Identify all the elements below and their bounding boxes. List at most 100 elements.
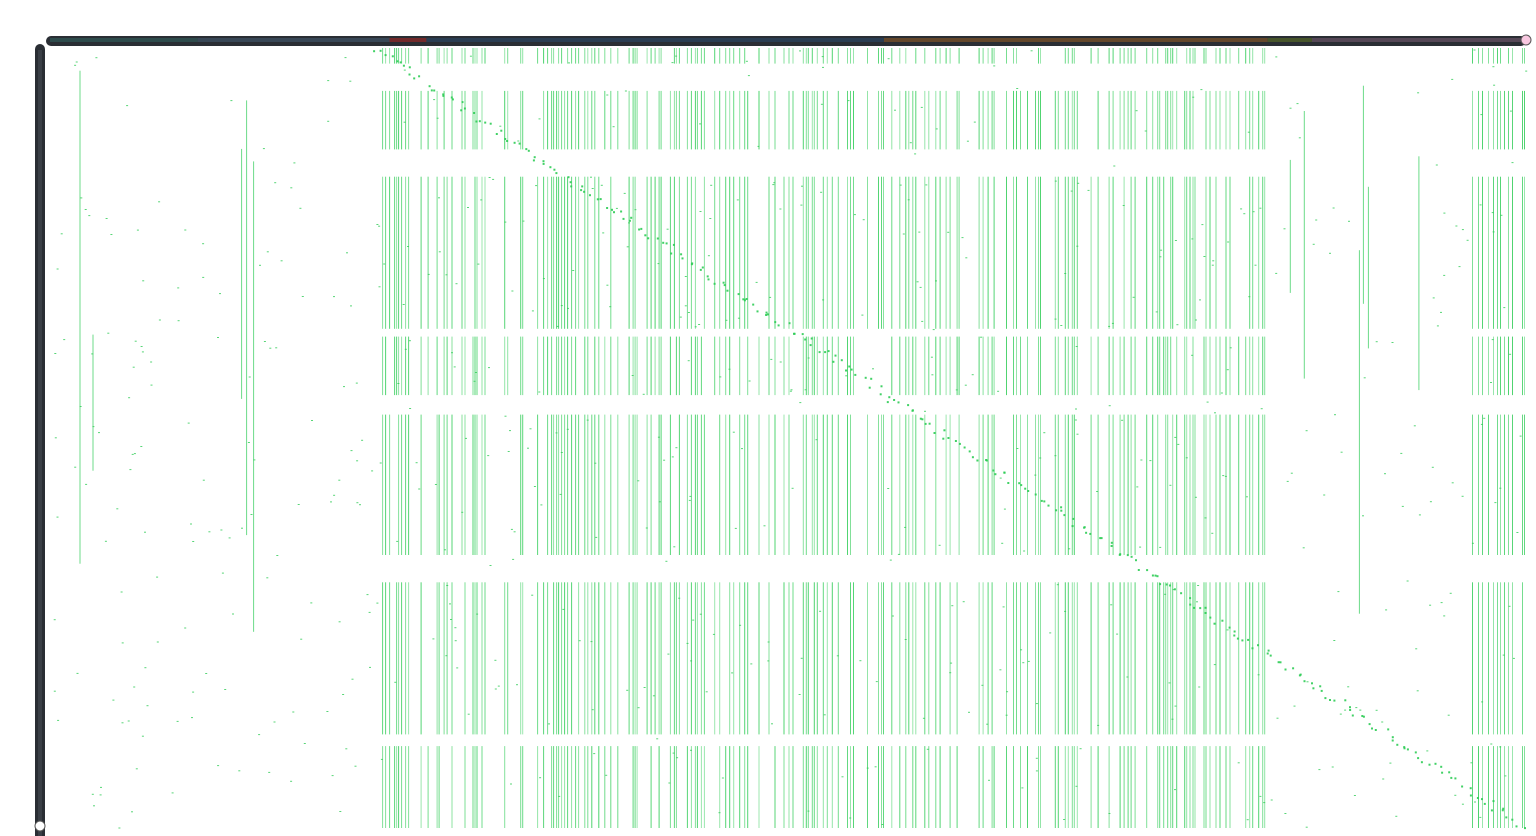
top-axis-segment	[197, 38, 390, 42]
matrix-cell-line	[1071, 414, 1073, 555]
matrix-diagonal-cell	[1391, 739, 1394, 742]
matrix-cell	[538, 391, 541, 393]
matrix-cell-line	[768, 176, 770, 329]
matrix-cell-line	[1165, 48, 1167, 64]
matrix-cell-line	[420, 336, 422, 396]
matrix-cell-line	[1264, 90, 1266, 150]
matrix-cell-line	[1130, 582, 1132, 735]
matrix-cell-line	[396, 746, 398, 828]
matrix-cell	[104, 540, 107, 542]
matrix-cell-line	[394, 90, 396, 150]
matrix-cell-line	[636, 414, 638, 555]
matrix-cell-line	[476, 746, 478, 828]
matrix-cell-line	[520, 90, 522, 150]
matrix-cell-line	[427, 90, 429, 150]
matrix-cell-line	[878, 48, 879, 64]
matrix-cell	[605, 774, 608, 776]
matrix-cell-line	[476, 336, 478, 396]
matrix-diagonal-cell	[1320, 689, 1323, 692]
matrix-cell-line	[628, 90, 630, 150]
matrix-cell	[497, 685, 500, 687]
matrix-cell-line	[632, 746, 634, 828]
matrix-cell	[54, 353, 57, 354]
matrix-cell-line	[604, 48, 606, 64]
matrix-cell	[709, 218, 712, 219]
matrix-cell-line	[634, 336, 636, 396]
matrix-cell-line	[1038, 48, 1039, 64]
matrix-cell	[1474, 801, 1476, 803]
matrix-cell	[1443, 212, 1446, 214]
matrix-cell	[853, 214, 856, 216]
matrix-cell-line	[912, 746, 914, 828]
matrix-cell	[120, 591, 123, 593]
matrix-cell-line	[575, 176, 577, 329]
matrix-diagonal-cell	[583, 190, 586, 193]
matrix-cell-line	[905, 746, 907, 828]
matrix-cell-line	[385, 90, 387, 150]
matrix-cell-line	[1482, 582, 1483, 735]
matrix-cell	[126, 105, 129, 107]
matrix-cell-line	[628, 414, 630, 555]
matrix-cell	[343, 386, 345, 388]
matrix-diagonal-cell	[850, 368, 853, 371]
matrix-cell	[499, 125, 502, 127]
matrix-cell	[129, 469, 132, 471]
matrix-cell-line	[1229, 336, 1231, 396]
matrix-cell	[1516, 532, 1519, 533]
matrix-cell	[383, 263, 386, 265]
matrix-cell	[1168, 682, 1171, 684]
matrix-cell-line	[476, 176, 478, 329]
matrix-cell-line	[783, 582, 785, 735]
matrix-cell-line	[436, 176, 438, 329]
matrix-cell-line	[1112, 414, 1114, 555]
matrix-cell-line	[1512, 90, 1513, 150]
matrix-cell	[626, 689, 629, 691]
matrix-cell-line	[883, 90, 884, 150]
matrix-cell	[1254, 264, 1257, 266]
matrix-diagonal-cell	[911, 409, 914, 412]
matrix-cell-line	[939, 90, 941, 150]
matrix-cell	[789, 390, 792, 392]
matrix-cell-line	[591, 582, 593, 735]
matrix-cell-line	[1123, 336, 1125, 396]
matrix-cell-line	[451, 746, 453, 828]
matrix-cell-line	[899, 746, 901, 828]
matrix-cell-line	[636, 336, 638, 396]
matrix-cell-line	[474, 336, 476, 396]
matrix-cell-line	[398, 336, 400, 396]
matrix-cell-line	[1493, 336, 1494, 396]
matrix-cell	[692, 619, 695, 621]
matrix-cell-line	[703, 746, 705, 828]
matrix-cell-line	[575, 414, 577, 555]
matrix-cell-line	[443, 414, 445, 555]
matrix-diagonal-cell	[947, 437, 950, 439]
matrix-cell-line	[660, 414, 662, 555]
matrix-cell	[187, 422, 190, 424]
matrix-cell	[1315, 219, 1318, 221]
matrix-cell-line	[1064, 582, 1066, 735]
matrix-diagonal-cell	[670, 252, 673, 255]
matrix-cell	[707, 255, 710, 257]
matrix-diagonal-cell	[1165, 583, 1168, 586]
matrix-cell-line	[1130, 90, 1132, 150]
matrix-cell	[418, 488, 421, 490]
matrix-cell	[407, 246, 409, 247]
matrix-cell-line	[551, 48, 553, 64]
matrix-cell-line	[558, 582, 560, 735]
matrix-cell-line	[982, 176, 984, 329]
matrix-cell-line	[1130, 336, 1132, 396]
matrix-cell-line	[899, 582, 901, 735]
matrix-cell-line	[461, 90, 463, 150]
matrix-cell	[889, 559, 892, 561]
matrix-cell-line	[700, 582, 702, 735]
matrix-cell-line	[571, 582, 573, 735]
matrix-cell-line	[1478, 90, 1479, 150]
matrix-cell	[899, 184, 902, 186]
matrix-cell	[800, 204, 803, 206]
matrix-cell-line	[1020, 582, 1021, 735]
matrix-cell	[1169, 484, 1172, 486]
matrix-diagonal-cell	[620, 210, 623, 213]
matrix-cell	[1455, 225, 1458, 227]
matrix-cell-line	[1522, 582, 1523, 735]
matrix-cell	[904, 639, 907, 640]
